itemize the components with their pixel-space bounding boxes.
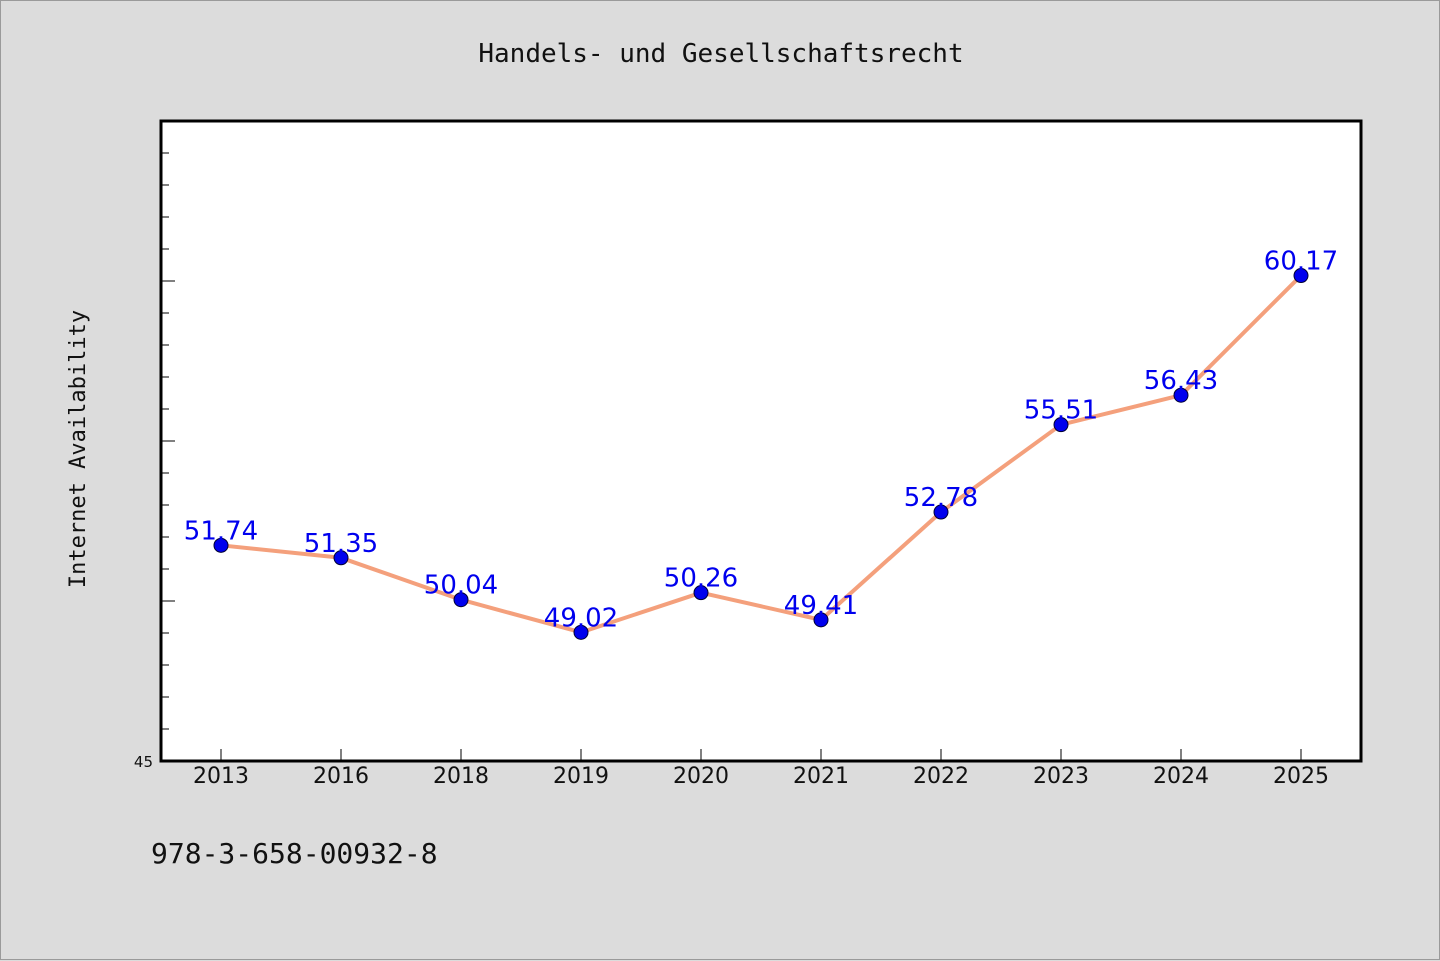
data-points <box>213 268 1309 640</box>
x-axis-ticks: 2013 2016 2018 2019 2020 2021 2022 2023 2024 2025 <box>193 749 1329 789</box>
x-tick-label: 2019 <box>553 764 609 789</box>
series-line <box>220 274 1303 635</box>
data-point <box>573 624 589 640</box>
x-tick-label: 2025 <box>1273 764 1329 789</box>
data-label: 49.41 <box>784 591 858 621</box>
data-point <box>813 612 829 628</box>
x-tick-label: 2021 <box>793 764 849 789</box>
x-tick-label: 2016 <box>313 764 369 789</box>
data-point <box>693 585 709 601</box>
x-tick-label: 2013 <box>193 764 249 789</box>
data-point <box>1293 268 1309 284</box>
plot-border <box>159 119 1363 763</box>
data-label: 60.17 <box>1264 247 1338 277</box>
data-label: 50.04 <box>424 571 498 601</box>
x-tick-label: 2020 <box>673 764 729 789</box>
x-tick-label: 2018 <box>433 764 489 789</box>
x-tick-label: 2023 <box>1033 764 1089 789</box>
data-point <box>333 550 349 566</box>
data-point <box>1053 417 1069 433</box>
data-label: 50.26 <box>664 564 738 594</box>
data-label: 52.78 <box>904 483 978 513</box>
data-point <box>933 504 949 520</box>
x-tick-label: 2024 <box>1153 764 1209 789</box>
data-point <box>213 537 229 553</box>
y-tick-label: 45 <box>134 753 153 771</box>
data-label: 49.02 <box>544 603 618 633</box>
data-label: 55.51 <box>1024 396 1098 426</box>
chart-title: Handels- und Gesellschaftsrecht <box>478 39 963 69</box>
plot-area <box>161 121 1361 761</box>
x-tick-label: 2022 <box>913 764 969 789</box>
y-axis-label: Internet Availability <box>66 310 91 588</box>
data-point <box>453 592 469 608</box>
data-point <box>1173 387 1189 403</box>
data-label: 51.35 <box>304 529 378 559</box>
data-label: 51.74 <box>184 516 258 546</box>
data-label: 56.43 <box>1144 366 1218 396</box>
data-labels: 51.74 51.35 50.04 49.02 50.26 49.41 52.78 55.51… <box>184 247 1338 634</box>
footer-code: 978-3-658-00932-8 <box>151 837 438 870</box>
